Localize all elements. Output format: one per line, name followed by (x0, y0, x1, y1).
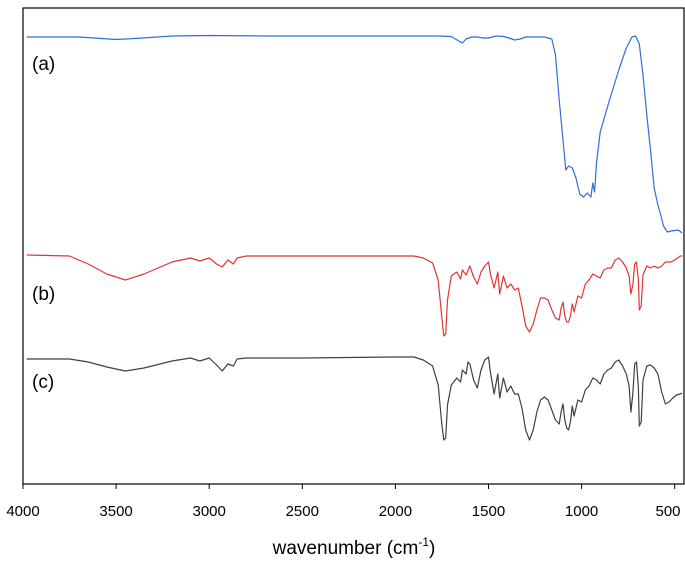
x-tick-label: 3000 (193, 503, 226, 520)
panel-label: (c) (32, 372, 54, 393)
x-axis-title: wavenumber (cm-1) (272, 535, 436, 559)
panel-label: (a) (32, 54, 55, 75)
x-tick-label: 1500 (472, 503, 505, 520)
series-line-2 (26, 254, 683, 337)
x-tick-label: 1000 (565, 503, 598, 520)
plot-frame (22, 7, 685, 485)
x-tick-label: 500 (655, 503, 680, 520)
x-tick-label: 4000 (6, 503, 39, 520)
x-tick-label: 2500 (286, 503, 319, 520)
x-tick-label: 2000 (379, 503, 412, 520)
x-tick-label: 3500 (99, 503, 132, 520)
series-line-3 (26, 356, 683, 441)
x-axis-ticks: 4000 3500 3000 2500 2000 1500 1000 500 (6, 484, 681, 520)
series-layer (26, 34, 683, 441)
panel-labels: (a) (b) (c) (32, 54, 55, 393)
panel-label: (b) (32, 284, 55, 305)
series-line-1 (26, 34, 683, 234)
